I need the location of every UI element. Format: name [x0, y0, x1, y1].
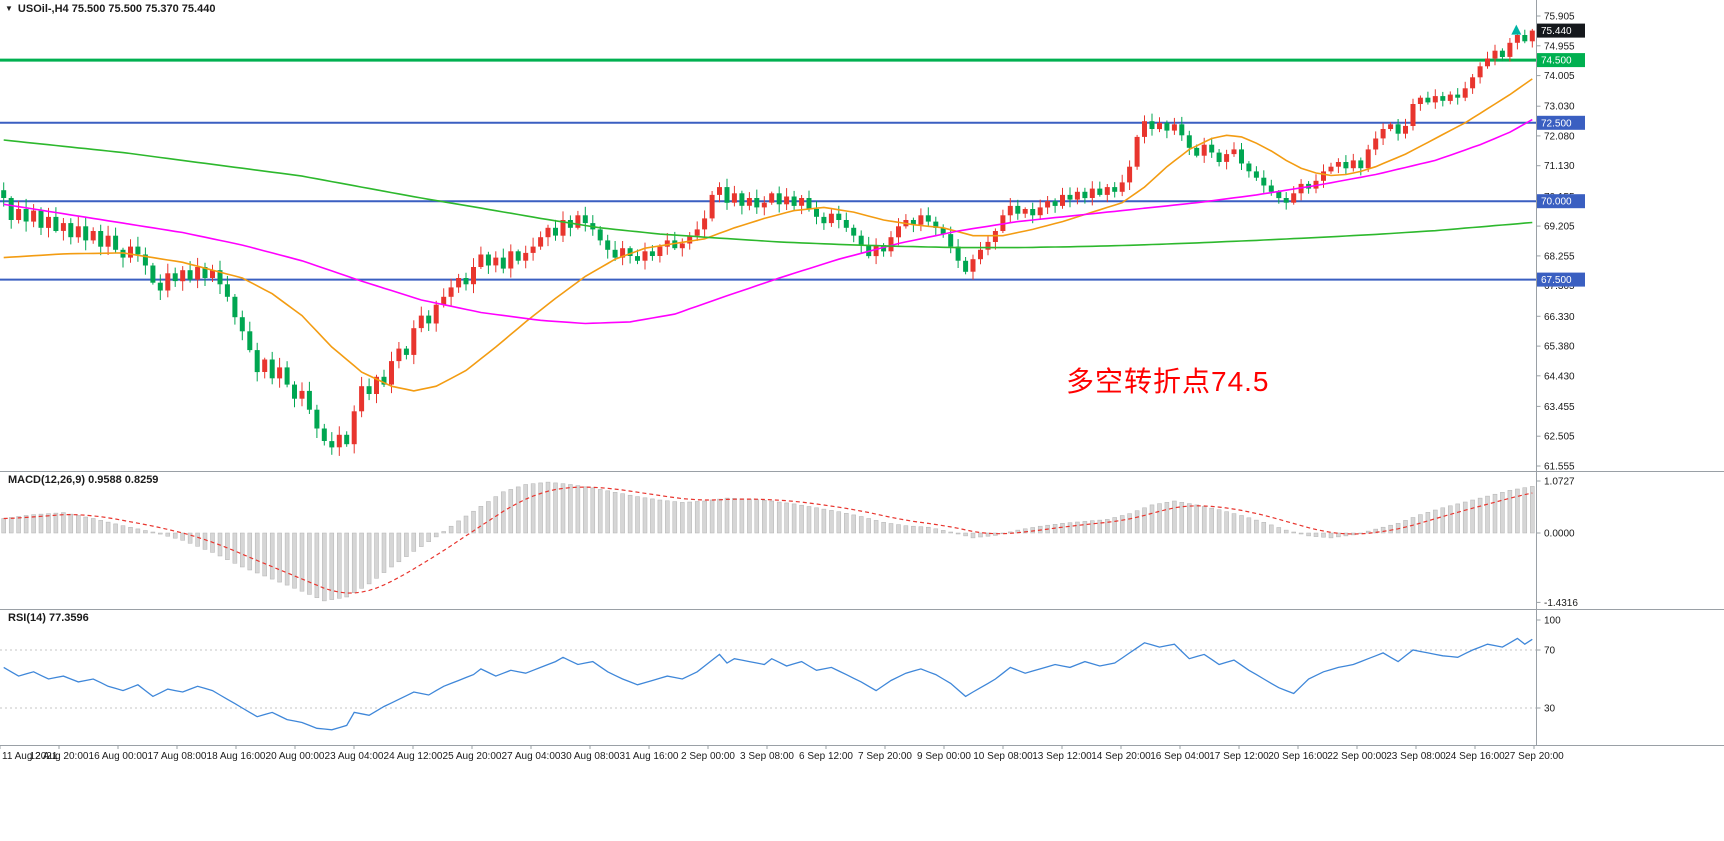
svg-text:3 Sep 08:00: 3 Sep 08:00 [740, 751, 794, 762]
svg-text:7 Sep 20:00: 7 Sep 20:00 [858, 751, 912, 762]
svg-text:23 Sep 08:00: 23 Sep 08:00 [1386, 751, 1446, 762]
svg-text:67.305: 67.305 [1544, 281, 1575, 292]
svg-text:11 Aug 2021: 11 Aug 2021 [2, 751, 58, 762]
svg-text:30 Aug 08:00: 30 Aug 08:00 [561, 751, 620, 762]
svg-text:31 Aug 16:00: 31 Aug 16:00 [620, 751, 679, 762]
macd-indicator-label: MACD(12,26,9) 0.9588 0.8259 [8, 474, 159, 486]
svg-text:22 Sep 00:00: 22 Sep 00:00 [1327, 751, 1387, 762]
svg-text:6 Sep 12:00: 6 Sep 12:00 [799, 751, 853, 762]
svg-text:75.440: 75.440 [1541, 26, 1572, 37]
svg-text:20 Sep 16:00: 20 Sep 16:00 [1268, 751, 1328, 762]
svg-text:75.905: 75.905 [1544, 12, 1575, 23]
chart-annotation-text: 多空转折点74.5 [1066, 366, 1270, 397]
svg-text:70: 70 [1544, 646, 1556, 657]
rsi-indicator-label: RSI(14) 77.3596 [8, 612, 89, 624]
svg-text:16 Sep 04:00: 16 Sep 04:00 [1150, 751, 1210, 762]
svg-text:9 Sep 00:00: 9 Sep 00:00 [917, 751, 971, 762]
svg-text:12 Aug 20:00: 12 Aug 20:00 [30, 751, 89, 762]
svg-text:10 Sep 08:00: 10 Sep 08:00 [973, 751, 1033, 762]
price-marker-arrow-icon [1511, 24, 1522, 35]
panel-borders [0, 0, 1724, 746]
svg-text:-1.4316: -1.4316 [1544, 598, 1578, 609]
chart-canvas[interactable]: 75.90574.95574.00573.03072.08071.13070.1… [0, 0, 1724, 766]
svg-text:72.080: 72.080 [1544, 131, 1575, 142]
svg-text:17 Sep 12:00: 17 Sep 12:00 [1209, 751, 1269, 762]
svg-text:70.000: 70.000 [1541, 197, 1572, 208]
svg-text:64.430: 64.430 [1544, 371, 1575, 382]
svg-text:1.0727: 1.0727 [1544, 477, 1575, 488]
symbol-quote-text: USOil-,H4 75.500 75.500 75.370 75.440 [17, 3, 216, 15]
svg-text:66.330: 66.330 [1544, 312, 1575, 323]
svg-text:17 Aug 08:00: 17 Aug 08:00 [148, 751, 207, 762]
svg-text:23 Aug 04:00: 23 Aug 04:00 [325, 751, 384, 762]
rsi-panel[interactable] [0, 637, 1536, 731]
chart-header: ▼ USOil-,H4 75.500 75.500 75.370 75.440 [5, 3, 215, 15]
svg-text:73.030: 73.030 [1544, 102, 1575, 113]
svg-text:16 Aug 00:00: 16 Aug 00:00 [89, 751, 148, 762]
svg-text:25 Aug 20:00: 25 Aug 20:00 [443, 751, 502, 762]
svg-text:74.955: 74.955 [1544, 41, 1575, 52]
svg-text:67.500: 67.500 [1541, 275, 1572, 286]
svg-text:30: 30 [1544, 704, 1556, 715]
macd-panel[interactable] [1, 481, 1535, 602]
svg-text:2 Sep 00:00: 2 Sep 00:00 [681, 751, 735, 762]
svg-text:24 Sep 16:00: 24 Sep 16:00 [1445, 751, 1505, 762]
svg-text:72.500: 72.500 [1541, 118, 1572, 129]
svg-text:20 Aug 00:00: 20 Aug 00:00 [266, 751, 325, 762]
svg-text:100: 100 [1544, 616, 1561, 627]
horizontal-level-lines [0, 58, 1536, 281]
svg-text:24 Aug 12:00: 24 Aug 12:00 [384, 751, 443, 762]
moving-average-lines [3, 78, 1533, 392]
price-axis[interactable]: 75.90574.95574.00573.03072.08071.13070.1… [1536, 12, 1586, 715]
svg-text:62.505: 62.505 [1544, 432, 1575, 443]
svg-text:61.555: 61.555 [1544, 462, 1575, 473]
svg-text:71.130: 71.130 [1544, 161, 1575, 172]
svg-text:14 Sep 20:00: 14 Sep 20:00 [1091, 751, 1151, 762]
svg-text:68.255: 68.255 [1544, 251, 1575, 262]
svg-text:18 Aug 16:00: 18 Aug 16:00 [207, 751, 266, 762]
svg-text:65.380: 65.380 [1544, 342, 1575, 353]
svg-text:69.205: 69.205 [1544, 222, 1575, 233]
svg-text:74.005: 74.005 [1544, 71, 1575, 82]
svg-text:13 Sep 12:00: 13 Sep 12:00 [1032, 751, 1092, 762]
symbol-dropdown-icon: ▼ [5, 4, 13, 13]
svg-text:63.455: 63.455 [1544, 402, 1575, 413]
svg-text:27 Aug 04:00: 27 Aug 04:00 [502, 751, 561, 762]
candlestick-series [1, 28, 1535, 456]
svg-text:0.0000: 0.0000 [1544, 529, 1575, 540]
svg-text:74.500: 74.500 [1541, 56, 1572, 67]
svg-text:27 Sep 20:00: 27 Sep 20:00 [1504, 751, 1564, 762]
